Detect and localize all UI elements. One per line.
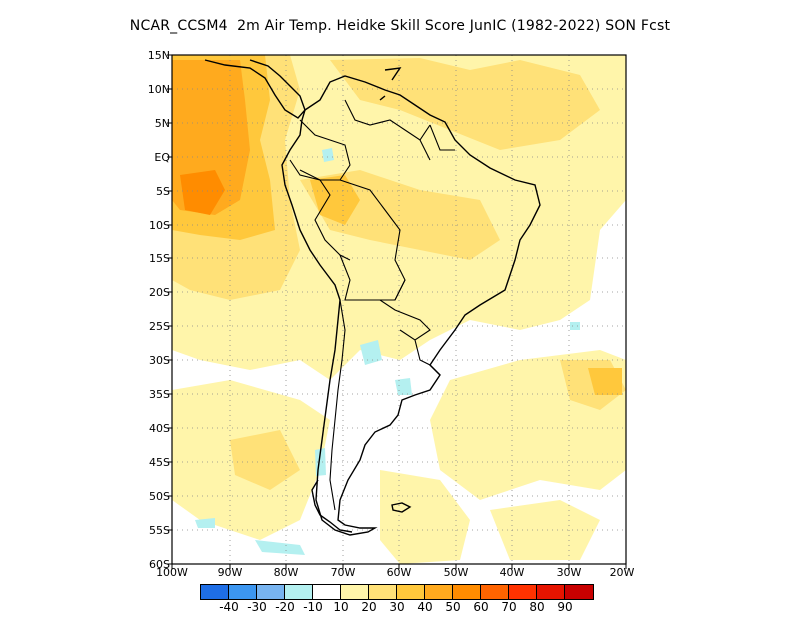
border-uruguay bbox=[414, 339, 441, 376]
border-chile-arg bbox=[329, 299, 346, 511]
coastlines bbox=[204, 59, 541, 536]
colorbar-cell bbox=[509, 585, 537, 599]
colorbar-cell bbox=[313, 585, 341, 599]
border-paraguay bbox=[379, 299, 431, 341]
colorbar-tick-label: 40 bbox=[417, 600, 433, 614]
shade-cyan-rio-plata bbox=[395, 378, 412, 395]
colorbar-tick-label: 80 bbox=[529, 600, 545, 614]
caribbean-islands bbox=[379, 67, 402, 101]
colorbar-tick-label: 60 bbox=[473, 600, 489, 614]
lon-label-50w: 50W bbox=[443, 566, 469, 579]
lat-label-35s: 35S bbox=[149, 388, 170, 401]
lon-label-40w: 40W bbox=[499, 566, 525, 579]
lat-label-40s: 40S bbox=[149, 422, 170, 435]
colorbar-cell bbox=[341, 585, 369, 599]
colorbar-cell bbox=[229, 585, 257, 599]
lat-label-10s: 10S bbox=[149, 219, 170, 232]
lat-label-15n: 15N bbox=[147, 49, 170, 62]
gridlines bbox=[172, 55, 626, 564]
lat-label-50s: 50S bbox=[149, 490, 170, 503]
colorbar-tick-label: 70 bbox=[501, 600, 517, 614]
colorbar-cell bbox=[285, 585, 313, 599]
colorbar-tick-label: -20 bbox=[275, 600, 295, 614]
colorbar-cell bbox=[481, 585, 509, 599]
colorbar-cell bbox=[453, 585, 481, 599]
lon-label-80w: 80W bbox=[273, 566, 299, 579]
chile-islands bbox=[311, 479, 353, 533]
lon-label-30w: 30W bbox=[556, 566, 582, 579]
lat-label-60s: 60S bbox=[149, 558, 170, 571]
shade-light-orange-peru bbox=[310, 175, 360, 225]
colorbar-cell bbox=[565, 585, 593, 599]
colorbar-tick-label: -40 bbox=[219, 600, 239, 614]
colorbar-tick-label: 20 bbox=[361, 600, 377, 614]
lat-label-45s: 45S bbox=[149, 456, 170, 469]
skill-shading bbox=[172, 55, 626, 564]
lon-label-20w: 20W bbox=[609, 566, 635, 579]
lat-label-10n: 10N bbox=[147, 83, 170, 96]
colorbar-tick-label: -10 bbox=[303, 600, 323, 614]
lat-label-5n: 5N bbox=[154, 117, 170, 130]
country-borders bbox=[289, 99, 455, 511]
colorbar-tick-label: 30 bbox=[389, 600, 405, 614]
falkland-islands bbox=[391, 502, 412, 513]
colorbar-cell bbox=[257, 585, 285, 599]
colorbar bbox=[200, 584, 594, 600]
colorbar-cell bbox=[537, 585, 565, 599]
colorbar-tick-label: -30 bbox=[247, 600, 267, 614]
shade-light-orange-atl bbox=[588, 368, 622, 395]
shade-cyan-atlantic bbox=[570, 322, 580, 330]
colorbar-cell bbox=[397, 585, 425, 599]
colorbar-tick-label: 10 bbox=[333, 600, 349, 614]
colorbar-cell bbox=[369, 585, 397, 599]
shade-cyan-argentina bbox=[360, 340, 382, 365]
border-ecuador-peru bbox=[289, 159, 351, 261]
lat-label-55s: 55S bbox=[149, 524, 170, 537]
lat-label-eq: EQ bbox=[154, 151, 170, 164]
lat-label-20s: 20S bbox=[149, 286, 170, 299]
colorbar-cell bbox=[425, 585, 453, 599]
lat-label-15s: 15S bbox=[149, 252, 170, 265]
axis-ticks bbox=[167, 54, 627, 569]
lat-label-25s: 25S bbox=[149, 320, 170, 333]
colorbar-tick-label: 50 bbox=[445, 600, 461, 614]
south-america-coast bbox=[281, 75, 541, 536]
lon-label-60w: 60W bbox=[386, 566, 412, 579]
border-guianas bbox=[419, 124, 455, 161]
central-america-coast bbox=[204, 59, 306, 119]
colorbar-tick-label: 90 bbox=[557, 600, 573, 614]
border-bolivia bbox=[339, 254, 406, 301]
shade-light-yellow-south2 bbox=[380, 470, 470, 564]
shade-yellow-north bbox=[330, 58, 600, 150]
lon-label-100w: 100W bbox=[156, 566, 188, 579]
lon-label-70w: 70W bbox=[330, 566, 356, 579]
shade-cyan-colombia bbox=[322, 148, 334, 162]
border-colombia bbox=[299, 119, 351, 181]
shade-cyan-pacific-s2 bbox=[255, 540, 305, 555]
map-title: NCAR_CCSM4 2m Air Temp. Heidke Skill Sco… bbox=[129, 18, 671, 34]
colorbar-cell bbox=[201, 585, 229, 599]
shade-cyan-pacific-s bbox=[195, 518, 215, 528]
shade-dark-orange-pacific bbox=[180, 170, 225, 215]
shade-light-yellow-east2 bbox=[490, 500, 600, 560]
lat-label-5s: 5S bbox=[156, 185, 170, 198]
lat-label-30s: 30S bbox=[149, 354, 170, 367]
shade-yellow-pac-s bbox=[230, 430, 300, 490]
lon-label-90w: 90W bbox=[217, 566, 243, 579]
